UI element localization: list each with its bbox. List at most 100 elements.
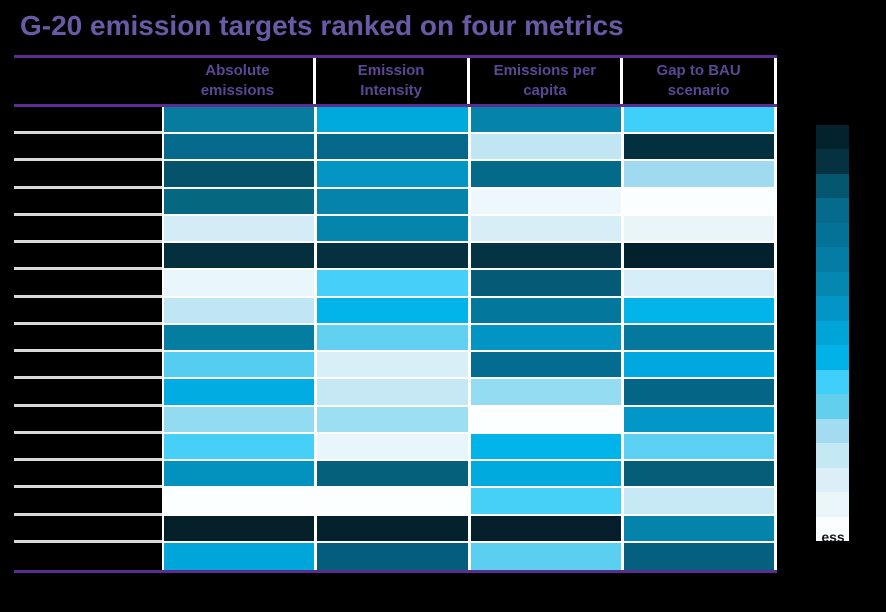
heatmap-cell [162,188,318,216]
heatmap-cell [317,215,471,244]
row-label-cell [14,352,162,380]
row-label-cell [14,515,162,543]
row-label-cell [14,215,162,244]
legend-color-step [816,247,849,272]
heatmap-cell [623,107,777,135]
legend-color-step [816,125,849,150]
table-row [14,107,777,135]
table-row [14,352,777,380]
row-label-cell [14,461,162,489]
heatmap-cell [623,488,777,516]
heatmap-cell [470,161,624,189]
column-header-gap-to-bau: Gap to BAU scenario [623,58,777,104]
heatmap-cell [162,352,318,380]
column-header-absolute-emissions: Absolute emissions [162,58,316,104]
heatmap-cell [317,515,471,543]
heatmap-cell [470,379,624,407]
heatmap-cell [162,515,318,543]
column-header-emissions-per-capita: Emissions per capita [470,58,624,104]
table-row [14,188,777,216]
table-row [14,270,777,298]
heatmap-cell [623,297,777,325]
heatmap-cell [162,406,318,434]
table-row [14,297,777,325]
heatmap-cell [623,270,777,298]
legend-color-step [816,320,849,346]
heatmap-cell [162,107,318,135]
legend-colorbar [816,125,849,541]
legend-color-step [816,271,849,297]
row-label-cell [14,324,162,353]
heatmap-cell [470,134,624,162]
heatmap-cell [623,542,777,570]
divider-top [14,55,777,58]
row-label-cell [14,379,162,407]
row-label-cell [14,134,162,162]
legend-color-step [816,198,849,223]
table-row [14,461,777,489]
row-label-cell [14,433,162,462]
table-row [14,379,777,407]
heatmap-cell [470,215,624,244]
heatmap-cell [470,270,624,298]
legend-color-step [816,394,849,419]
heatmap-cell [317,161,471,189]
heatmap-cell [317,488,471,516]
heatmap-cell [162,488,318,516]
row-label-cell [14,243,162,271]
row-label-cell [14,297,162,325]
heatmap-cell [623,352,777,380]
heatmap-cell [470,488,624,516]
heatmap-cell [470,297,624,325]
heatmap-cell [470,243,624,271]
heatmap-cell [470,324,624,353]
divider-header-bottom [14,104,777,107]
column-header-row: Absolute emissions Emission Intensity Em… [14,58,777,104]
heatmap-cell [317,134,471,162]
legend-color-step [816,492,849,517]
heatmap-cell [317,243,471,271]
row-label-cell [14,406,162,434]
heatmap-cell [317,324,471,353]
legend-fragment-text: ess [821,530,845,541]
column-header-emission-intensity: Emission Intensity [316,58,470,104]
heatmap-cell [317,107,471,135]
heatmap-cell [317,297,471,325]
table-row [14,488,777,516]
divider-bottom [14,570,777,573]
table-row [14,243,777,271]
legend-color-step [816,345,849,370]
table-row [14,215,777,244]
heatmap-cell [317,406,471,434]
legend-color-step [816,149,849,174]
legend-color-step [816,418,849,444]
legend-color-step [816,222,849,248]
heatmap-cell [162,270,318,298]
legend-color-step [816,369,849,395]
heatmap-cell [470,188,624,216]
table-row [14,161,777,189]
heatmap-cell [162,542,318,570]
legend-color-step [816,443,849,468]
heatmap-cell [162,243,318,271]
table-row [14,324,777,353]
row-label-cell [14,488,162,516]
heatmap-cell [162,433,318,462]
heatmap-table-body [14,107,777,570]
heatmap-cell [623,515,777,543]
heatmap-cell [317,379,471,407]
row-label-cell [14,270,162,298]
table-row [14,433,777,462]
heatmap-cell [623,433,777,462]
legend-bottom-label-fragment: ess [815,530,851,541]
table-row [14,515,777,543]
heatmap-cell [623,161,777,189]
heatmap-cell [623,461,777,489]
heatmap-cell [162,297,318,325]
heatmap-cell [317,270,471,298]
heatmap-cell [162,161,318,189]
heatmap-cell [623,379,777,407]
table-row [14,406,777,434]
heatmap-cell [470,352,624,380]
